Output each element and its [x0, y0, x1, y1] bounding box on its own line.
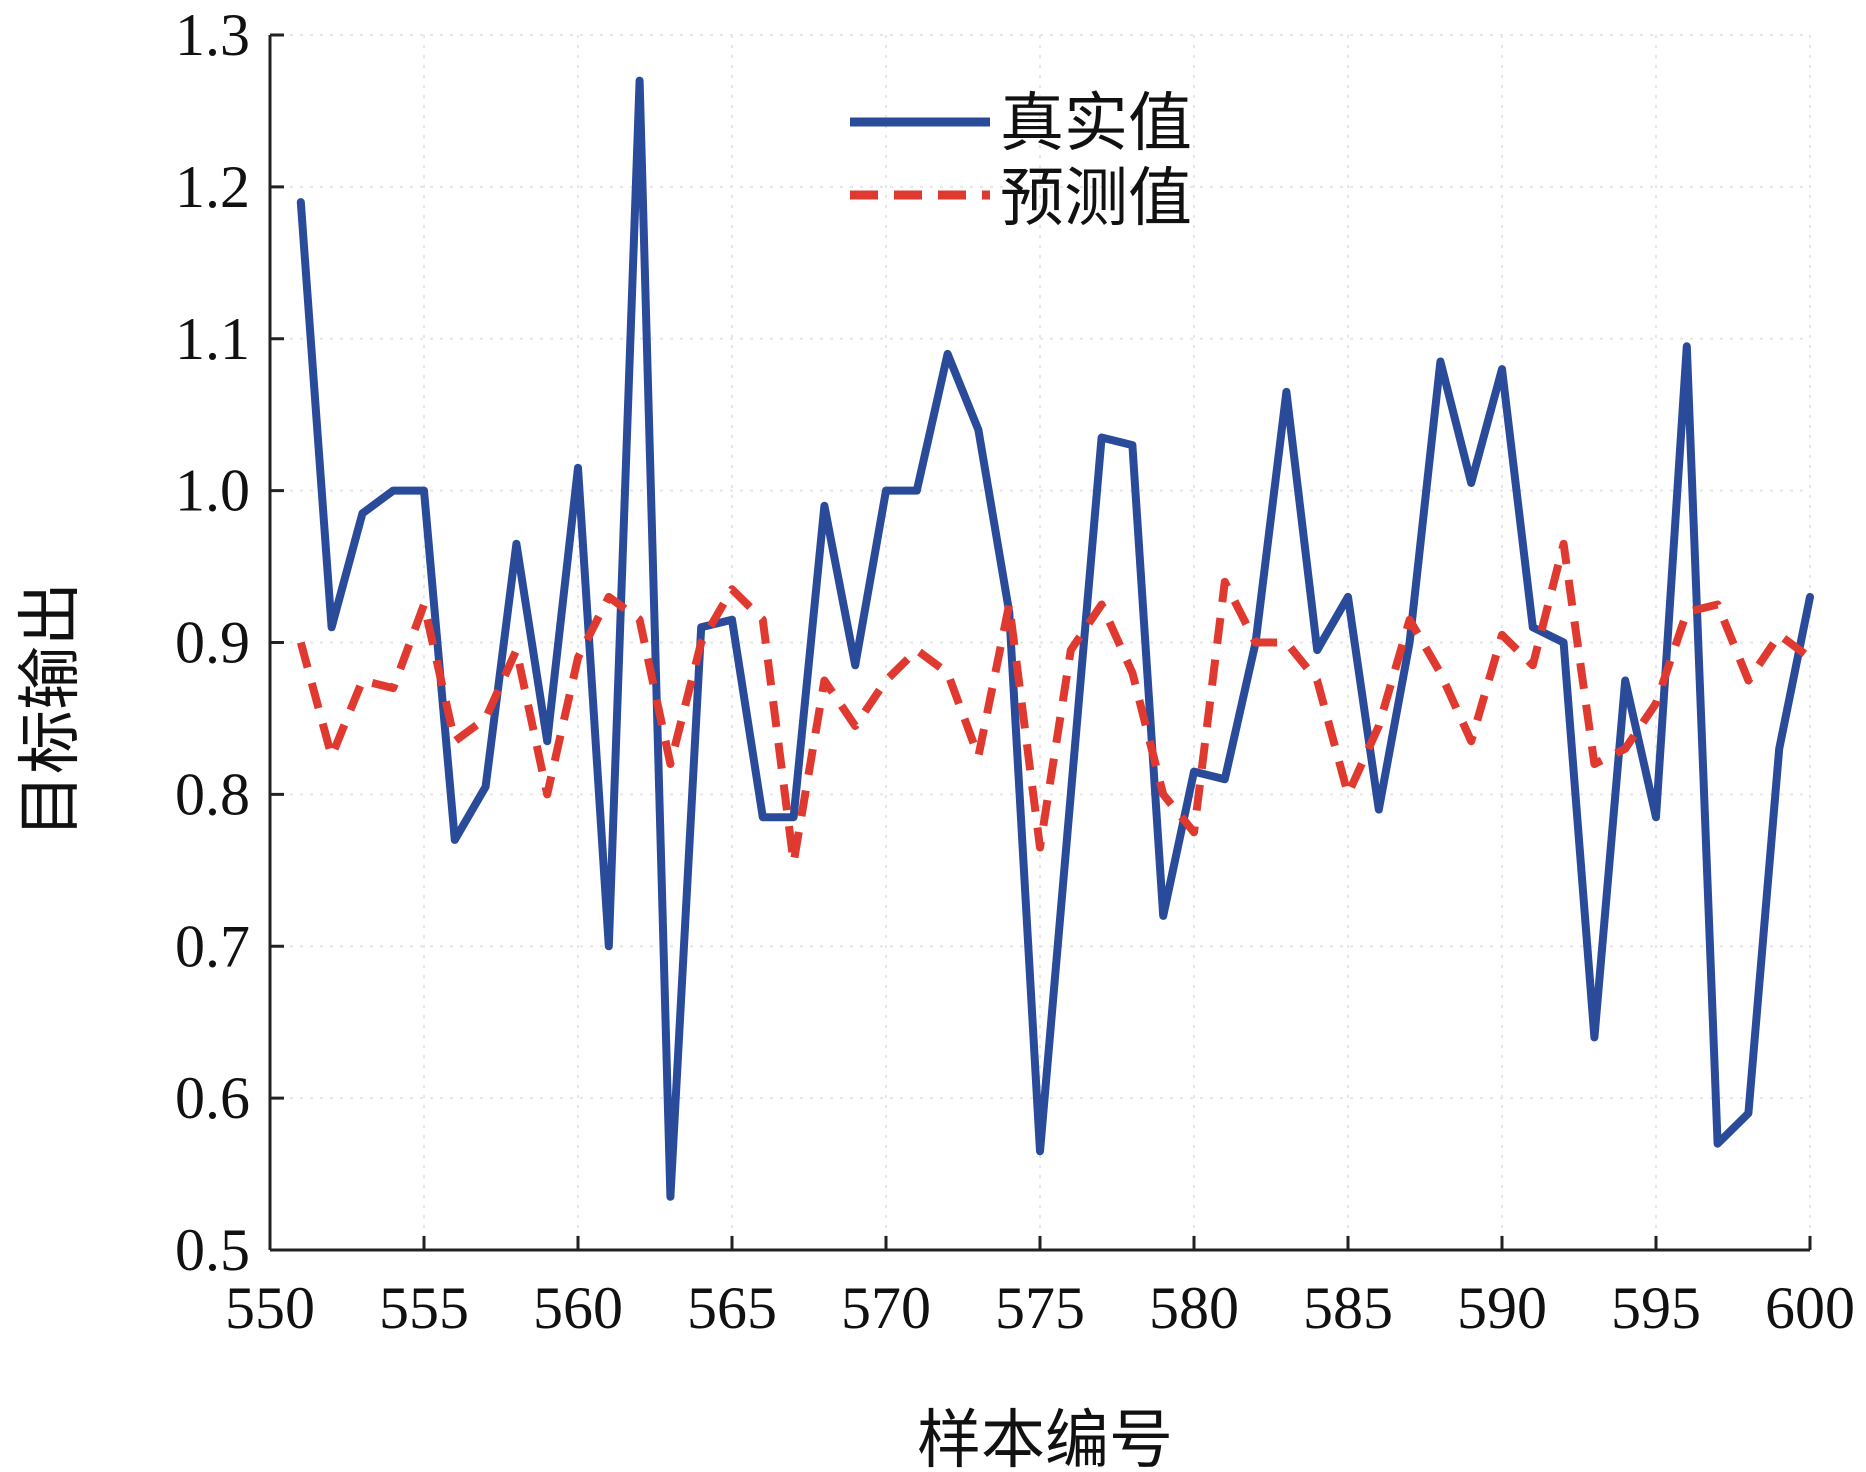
- x-tick-label: 585: [1303, 1275, 1393, 1341]
- x-tick-label: 560: [533, 1275, 623, 1341]
- legend: 真实值 预测值: [850, 87, 1192, 236]
- grid-lines: [270, 34, 1811, 1250]
- legend-label-pred: 预测值: [1000, 162, 1192, 236]
- y-tick-label: 0.8: [175, 761, 250, 827]
- x-tick-label: 555: [379, 1275, 469, 1341]
- ticks: 550 555 560 565 570 575 580 585 590 595 600 0.5 0.6 0…: [175, 2, 1855, 1341]
- y-tick-label: 0.9: [175, 610, 250, 676]
- x-tick-label: 575: [995, 1275, 1085, 1341]
- x-tick-label: 565: [687, 1275, 777, 1341]
- y-tick-label: 1.2: [175, 154, 250, 220]
- x-tick-label: 570: [841, 1275, 931, 1341]
- series-line-true: [296, 76, 1814, 1201]
- y-tick-label: 1.0: [175, 458, 250, 524]
- x-tick-label: 595: [1611, 1275, 1701, 1341]
- series-group: [296, 76, 1814, 1201]
- y-tick-label: 1.3: [175, 2, 250, 68]
- x-tick-label: 580: [1149, 1275, 1239, 1341]
- x-tick-label: 590: [1457, 1275, 1547, 1341]
- legend-label-true: 真实值: [1000, 87, 1192, 161]
- y-tick-label: 0.6: [175, 1065, 250, 1131]
- x-axis-title: 样本编号: [917, 1404, 1173, 1472]
- y-axis-title: 目标输出: [14, 582, 88, 838]
- y-tick-label: 1.1: [175, 306, 250, 372]
- y-tick-label: 0.5: [175, 1217, 250, 1283]
- x-tick-label: 600: [1765, 1275, 1855, 1341]
- y-tick-label: 0.7: [175, 913, 250, 979]
- x-tick-label: 550: [225, 1275, 315, 1341]
